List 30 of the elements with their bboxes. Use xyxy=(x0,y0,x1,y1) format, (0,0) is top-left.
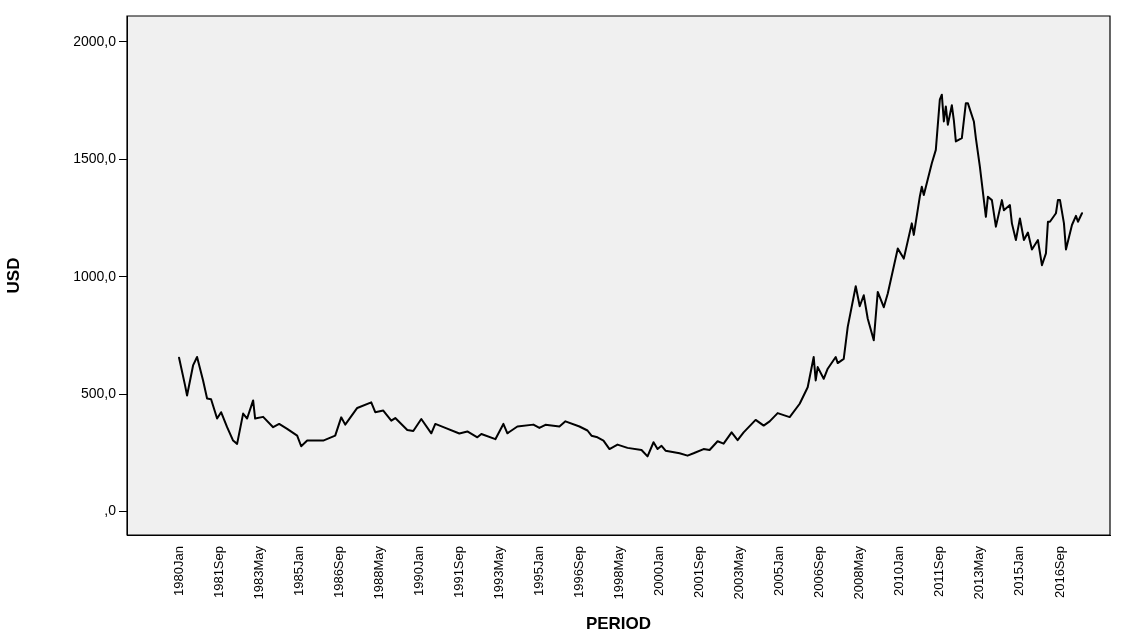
x-tick-label: 1995Jan xyxy=(531,546,546,596)
x-tick-label: 2011Sep xyxy=(931,546,947,598)
x-tick-label: 1993May xyxy=(490,545,506,600)
y-tick-label: 1000,0 xyxy=(73,267,117,284)
x-tick-label: 1985Jan xyxy=(290,546,306,596)
y-tick-label: ,0 xyxy=(104,502,117,519)
x-tick-label: 1988May xyxy=(370,545,386,600)
x-tick-label: 2013May xyxy=(971,545,987,600)
x-tick-label: 1996Sep xyxy=(571,546,587,599)
y-tick-label: 500,0 xyxy=(80,384,117,401)
x-tick-label: 1990Jan xyxy=(410,546,426,596)
x-tick-label: 2010Jan xyxy=(891,546,907,596)
y-tick-label: 2000,0 xyxy=(73,32,117,49)
x-tick-label: 2016Sep xyxy=(1051,546,1067,599)
x-tick-label: 2003May xyxy=(731,545,747,600)
x-tick-label: 1980Jan xyxy=(170,546,186,596)
x-tick-label: 2008May xyxy=(851,545,867,600)
x-tick-label: 1991Sep xyxy=(450,546,466,599)
x-tick-label: 2015Jan xyxy=(1011,546,1027,596)
x-tick-label: 2001Sep xyxy=(691,546,707,599)
x-tick-label: 1998May xyxy=(611,545,627,600)
x-tick-label: 1981Sep xyxy=(210,546,226,599)
x-axis-title: PERIOD xyxy=(585,614,652,634)
y-axis-title: USD xyxy=(3,257,23,294)
x-tick-label: 1986Sep xyxy=(330,546,346,599)
x-tick-label: 1983May xyxy=(250,545,266,600)
x-tick-label: 2006Sep xyxy=(811,546,827,599)
y-tick-label: 1500,0 xyxy=(73,150,117,167)
x-tick-label: 2005Jan xyxy=(771,546,787,596)
x-tick-label: 2000Jan xyxy=(651,546,667,596)
